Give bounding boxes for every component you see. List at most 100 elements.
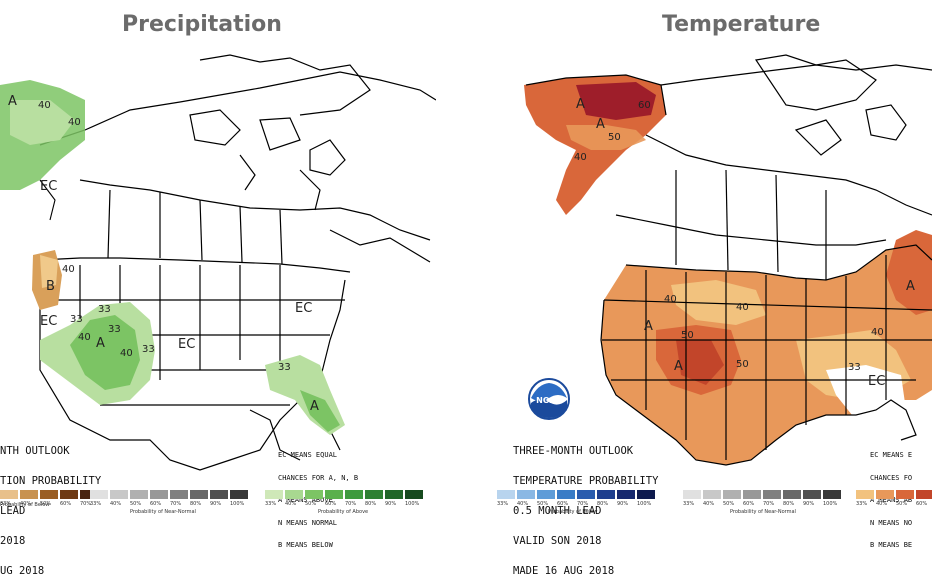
temp-label-se-33: 33	[848, 362, 861, 373]
precip-label-sw-33: 33	[70, 314, 83, 325]
temperature-map-svg: A 60 50 A 40 40 50 A A 50 A EC 33 40 40	[524, 54, 932, 466]
temp-above-pct-label: 40%	[876, 501, 888, 507]
temp-below-pct-label: 50%	[537, 501, 549, 507]
temp-normal-swatch	[723, 490, 741, 499]
temp-label-w-50: 50	[681, 330, 694, 341]
temp-below-pct-label: 80%	[597, 501, 609, 507]
precip-label-ak-40b: 40	[68, 117, 81, 128]
precip-label-ak-ec: EC	[40, 179, 57, 194]
temp-normal-pct-label: 33%	[683, 501, 695, 507]
precip-caption-above: Probability of Above	[318, 509, 369, 515]
temp-normal-swatch	[743, 490, 761, 499]
temperature-title: Temperature	[662, 12, 821, 37]
temp-above-swatch	[856, 490, 874, 499]
temp-normal-swatch	[703, 490, 721, 499]
precip-above-swatch	[305, 490, 323, 499]
temp-southwest-above-deeper	[676, 340, 724, 385]
precip-florida-above-mid	[300, 390, 340, 432]
temp-northeast-above-dark	[886, 230, 932, 315]
temp-below-swatch	[577, 490, 595, 499]
precip-below-swatch	[60, 490, 78, 499]
temp-label-sw-a: A	[674, 359, 683, 374]
precip-normal-pct-label: 70%	[170, 501, 182, 507]
temp-below-pct-label: 33%	[497, 501, 509, 507]
temp-above-swatch	[896, 490, 914, 499]
temp-boundaries	[525, 54, 932, 466]
temp-below-pct-label: 40%	[517, 501, 529, 507]
precip-normal-swatch	[170, 490, 188, 499]
precip-label-sw-40: 40	[78, 332, 91, 343]
temp-label-w-a: A	[644, 319, 653, 334]
temp-scale-above	[856, 490, 932, 499]
precip-above-pct-label: 70%	[345, 501, 357, 507]
precip-above-pct-label: 50%	[305, 501, 317, 507]
precip-normal-pct-label: 100%	[230, 501, 245, 507]
noaa-logo-icon: NOAA	[528, 378, 570, 420]
temp-normal-swatch	[783, 490, 801, 499]
temp-normal-pct-label: 80%	[783, 501, 795, 507]
temp-normal-swatch	[803, 490, 821, 499]
temp-label-ak-40: 40	[574, 152, 587, 163]
precip-above-pct-label: 33%	[265, 501, 277, 507]
temp-below-pct-label: 100%	[637, 501, 652, 507]
temp-scale-normal	[683, 490, 841, 499]
precip-normal-swatch	[230, 490, 248, 499]
temp-normal-pct-label: 70%	[763, 501, 775, 507]
temp-below-pct-label: 60%	[557, 501, 569, 507]
temp-above-pct-label: 50%	[896, 501, 908, 507]
temp-label-sw-50: 50	[736, 359, 749, 370]
precip-below-pct-label: 33%	[0, 501, 12, 507]
temp-normal-pct-label: 40%	[703, 501, 715, 507]
temp-label-mid-40: 40	[736, 302, 749, 313]
precip-normal-pct-label: 50%	[130, 501, 142, 507]
temp-below-swatch	[597, 490, 615, 499]
precip-normal-swatch	[190, 490, 208, 499]
precip-label-sw-33d: 33	[142, 344, 155, 355]
temp-label-ak-a: A	[576, 97, 585, 112]
precip-normal-pct-label: 33%	[90, 501, 102, 507]
precip-below-swatch	[80, 490, 98, 499]
temp-alaska-above-mid	[566, 125, 646, 150]
temp-below-swatch	[617, 490, 635, 499]
precip-normal-swatch	[150, 490, 168, 499]
temp-normal-pct-label: 50%	[723, 501, 735, 507]
precip-caption-normal: Probability of Near-Normal	[130, 509, 196, 515]
temperature-map: A 60 50 A 40 40 50 A A 50 A EC 33 40 40	[496, 40, 932, 520]
temp-above-pct-label: 33%	[856, 501, 868, 507]
temp-label-ak-60: 60	[638, 100, 651, 111]
precip-label-nw-b: B	[46, 279, 55, 294]
temp-alaska-above-max	[576, 82, 656, 120]
precip-normal-swatch	[130, 490, 148, 499]
precip-scale-above	[265, 490, 423, 499]
precip-label-sw-a: A	[96, 336, 105, 351]
precip-above-pct-label: 40%	[285, 501, 297, 507]
precip-below-swatch	[20, 490, 38, 499]
temp-label-w-40: 40	[664, 294, 677, 305]
temp-caption-normal: Probability of Near-Normal	[730, 509, 796, 515]
temp-scale-below	[497, 490, 655, 499]
temp-normal-pct-label: 90%	[803, 501, 815, 507]
precip-below-pct-label: 40%	[20, 501, 32, 507]
temp-below-swatch	[517, 490, 535, 499]
precip-label-sw-33b: 33	[98, 304, 111, 315]
precip-above-swatch	[365, 490, 383, 499]
temp-label-ak-a2: A	[596, 117, 605, 132]
temp-normal-swatch	[823, 490, 841, 499]
precip-label-sw-40b: 40	[120, 348, 133, 359]
temp-below-pct-label: 90%	[617, 501, 629, 507]
precip-below-swatch	[40, 490, 58, 499]
precip-above-pct-label: 60%	[325, 501, 337, 507]
precip-region-labels: A 40 40 EC 40 B EC 33 40 33 33 A 40 33 E…	[8, 94, 319, 414]
precip-above-pct-label: 100%	[405, 501, 420, 507]
precip-below-pct-label: 70%	[80, 501, 92, 507]
temp-above-pct-label: 60%	[916, 501, 928, 507]
precip-southwest-above-mid	[70, 315, 140, 390]
temp-normal-pct-label: 100%	[823, 501, 838, 507]
precip-above-swatch	[385, 490, 403, 499]
precipitation-map: A 40 40 EC 40 B EC 33 40 33 33 A 40 33 E…	[0, 40, 436, 520]
temp-normal-pct-label: 60%	[743, 501, 755, 507]
precip-boundaries	[39, 54, 436, 471]
temp-region-labels: A 60 50 A 40 40 50 A A 50 A EC 33 40 40	[574, 97, 915, 389]
precip-caption-below: Probability of Below	[0, 502, 50, 508]
precip-below-swatch	[0, 490, 18, 499]
